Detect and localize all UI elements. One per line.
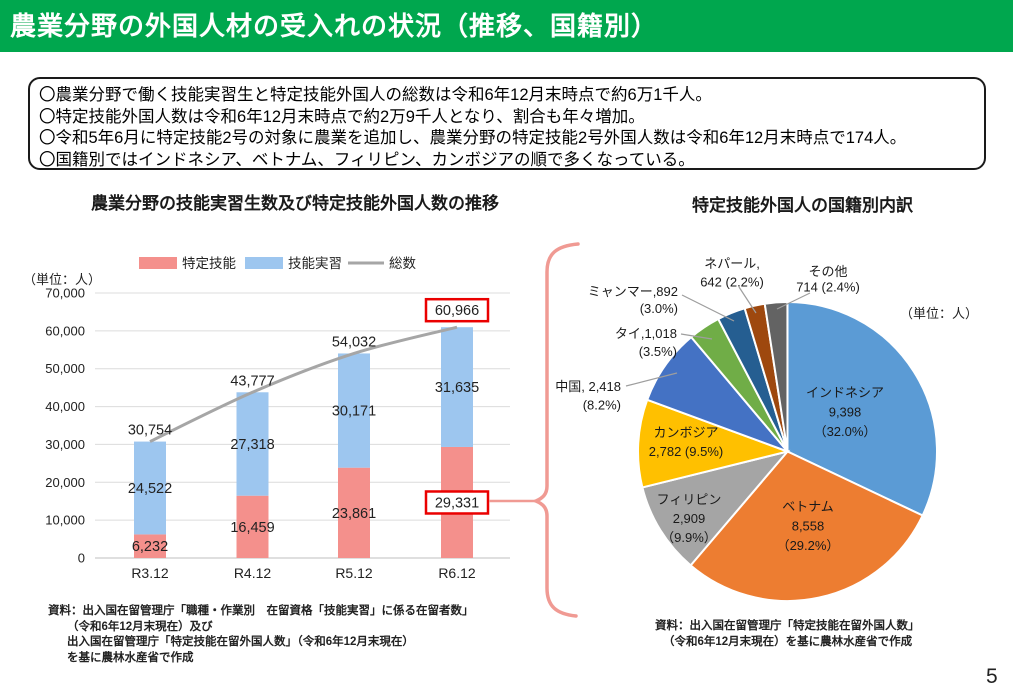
bar-segment-tokutei-ginou [338,467,370,558]
highlight-box [424,297,490,323]
y-tick-label: 40,000 [45,399,85,414]
pie-slice-label: カンボジア 2,782 (9.5%) [649,425,723,459]
bar-value-label: 31,635 [435,380,479,396]
y-tick-label: 0 [78,551,85,566]
pie-chart: インドネシア 9,398 （32.0%） ベトナム 8,558 （29.2%） フィリピン 2… [555,256,938,602]
bar-value-label: 54,032 [332,334,376,350]
pie-slice-label: 中国, 2,418 (8.2%) [555,379,621,413]
pie-slice-label: その他 714 (2.4%) [796,264,860,295]
bar-segment-tokutei-ginou [236,495,269,558]
legend-label: 総数 [389,256,416,271]
page-title: 農業分野の外国人材の受入れの状況（推移、国籍別） [10,11,659,41]
bar-segment-ginou-jisshu [134,441,166,535]
y-tick-label: 50,000 [45,361,85,376]
pie-slice [641,449,791,567]
pie-slice-label: ミャンマー,892 (3.0%) [588,284,678,316]
pie-slice-label: ベトナム 8,558 （29.2%） [777,499,840,553]
pie-slice-label: タイ,1,018 (3.5%) [615,326,677,359]
bar-value-label: 23,861 [332,506,376,522]
highlight-box [424,490,490,515]
bar-value-label: 16,459 [230,520,274,536]
source-note-left: 資料：出入国在留管理庁「職種・作業別 在留資格「技能実習」に係る在留者数」 （令… [48,604,474,666]
pie-slice-label: ネパール, 642 (2.2%) [700,256,764,290]
bar-chart: 0 10,000 20,000 30,000 40,000 50,000 60,000 70,… [45,256,510,581]
pie-leader-line [776,292,811,310]
pie-leader-line [680,333,713,340]
bar-chart-title: 農業分野の技能実習生数及び特定技能外国人数の推移 [91,194,499,213]
bar-value-label: 60,966 [435,303,479,319]
source-line: （令和6年12月末現在）及び [67,620,213,633]
bar-value-label: 43,777 [230,373,274,389]
brace-connector [489,242,580,618]
brace-path [531,242,580,618]
summary-line-3: 〇令和5年6月に特定技能2号の対象に農業を追加し、農業分野の特定技能2号外国人数… [39,129,907,147]
y-tick-label: 30,000 [45,437,85,452]
summary-line-1: 〇農業分野で働く技能実習生と特定技能外国人の総数は令和6年12月末時点で約6万1… [39,86,712,104]
y-tick-label: 10,000 [45,513,85,528]
legend-swatch-tokutei [139,257,177,269]
pie-slice [637,398,791,489]
y-tick-label: 70,000 [45,286,85,301]
pie-leader-line [738,286,757,314]
legend-label: 技能実習 [288,256,342,271]
bar-value-label: 27,318 [230,437,274,453]
source-note-right: 資料：出入国在留管理庁「特定技能在留外国人数」 （令和6年12月末現在）を基に農… [655,619,920,650]
pie-slice-label: インドネシア 9,398 （32.0%） [806,385,884,439]
pie-leader-line [625,372,678,387]
x-tick-label: R4.12 [234,565,272,581]
bar-chart-legend: 特定技能 技能実習 総数 [139,256,416,271]
source-line: 出入国在留管理庁「特定技能在留外国人数」（令和6年12月末現在） [67,636,414,648]
x-tick-label: R6.12 [438,565,476,581]
y-tick-label: 60,000 [45,323,85,338]
source-line: 資料：出入国在留管理庁「職種・作業別 在留資格「技能実習」に係る在留者数」 [48,605,474,617]
bar-segment-tokutei-ginou [134,534,166,558]
y-tick-label: 20,000 [45,475,85,490]
summary-box: 〇農業分野で働く技能実習生と特定技能外国人の総数は令和6年12月末時点で約6万1… [28,77,986,170]
bar-value-label: 24,522 [128,481,172,497]
bar-segment-ginou-jisshu [236,392,269,496]
legend-label: 特定技能 [182,256,236,271]
summary-line-2: 〇特定技能外国人数は令和6年12月末時点で約2万9千人となり、割合も年々増加。 [39,107,645,126]
bar-chart-unit-label: （単位：人） [23,272,102,287]
bar-value-label: 30,171 [332,404,376,420]
page-number: 5 [986,665,998,688]
pie-slice [689,450,924,602]
x-tick-label: R5.12 [335,565,373,581]
pie-chart-unit-label: （単位：人） [900,306,979,321]
summary-line-4: 〇国籍別ではインドネシア、ベトナム、フィリピン、カンボジアの順で多くなっている。 [39,150,695,169]
legend-swatch-ginou [245,257,283,269]
source-line: を基に農林水産省で作成 [67,651,194,664]
x-tick-label: R3.12 [131,565,169,581]
pie-leader-line [681,294,735,322]
total-line [149,325,458,443]
pie-slice [763,300,789,452]
header-bar: 農業分野の外国人材の受入れの状況（推移、国籍別） [0,0,1013,52]
source-line: （令和6年12月末現在）を基に農林水産省で作成 [663,635,913,648]
pie-chart-title: 特定技能外国人の国籍別内訳 [692,196,913,215]
bar-value-label: 29,331 [435,495,479,511]
bar-segment-ginou-jisshu [338,353,370,468]
pie-slice-label: フィリピン 2,909 （9.9%） [657,492,722,545]
bar-value-label: 6,232 [132,539,168,555]
bar-segment-ginou-jisshu [441,327,473,447]
source-line: 資料：出入国在留管理庁「特定技能在留外国人数」 [655,620,920,632]
pie-slice [786,300,938,517]
bar-value-label: 30,754 [128,423,172,439]
